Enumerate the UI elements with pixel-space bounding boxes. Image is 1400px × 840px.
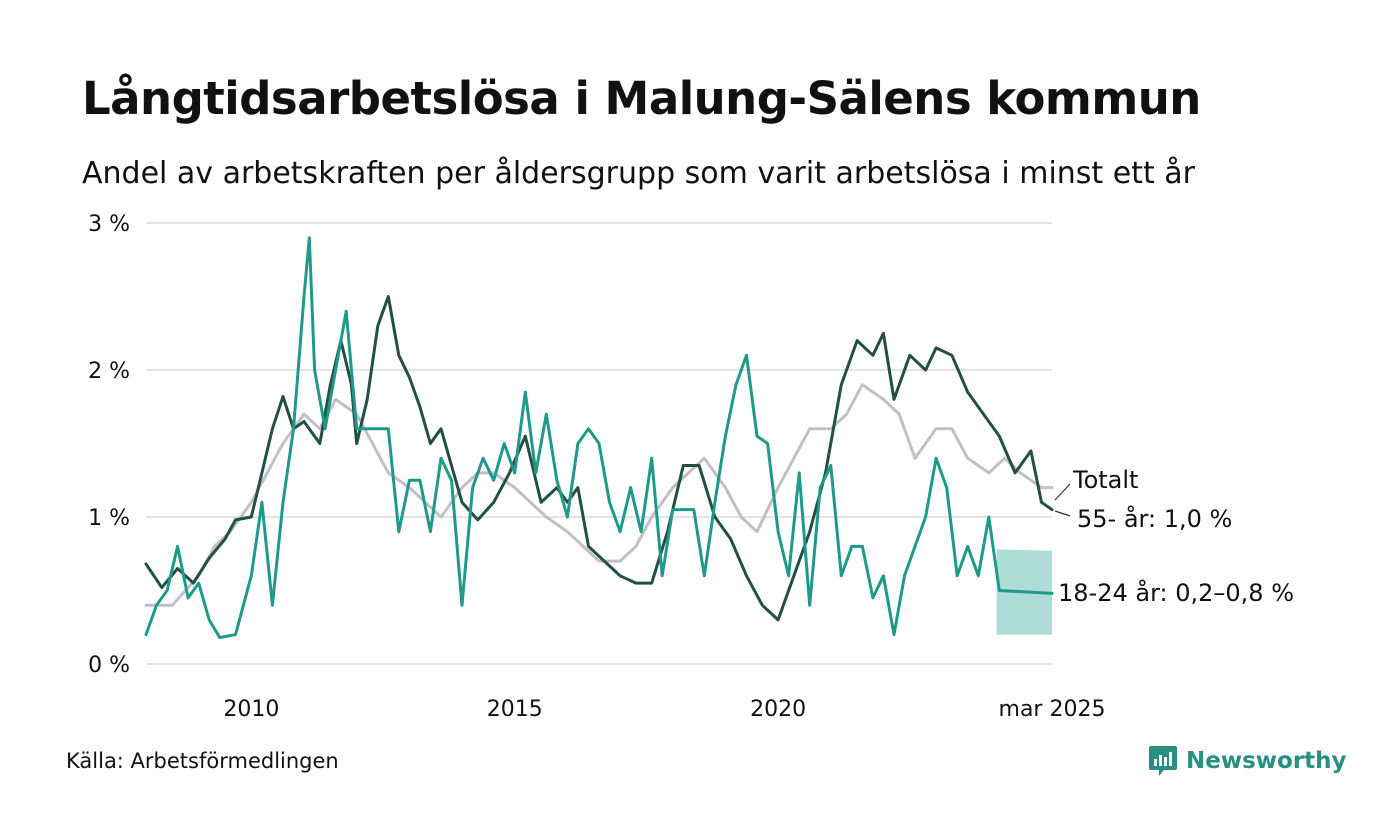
newsworthy-logo-icon (1149, 746, 1177, 776)
y-tick-label: 1 % (88, 506, 130, 531)
age55-leader-line (1054, 510, 1071, 517)
x-tick-label: 2015 (487, 697, 543, 722)
x-tick-label: 2020 (750, 697, 806, 722)
brand-name: Newsworthy (1186, 748, 1347, 774)
y-axis-ticks: 0 % 1 % 2 % 3 % (88, 212, 130, 678)
chart-title: Långtidsarbetslösa i Malung-Sälens kommu… (82, 72, 1201, 125)
series-lines (144, 236, 1054, 639)
chart-subtitle: Andel av arbetskraften per åldersgrupp s… (82, 156, 1195, 191)
y-tick-label: 0 % (88, 653, 130, 678)
y-tick-label: 2 % (88, 359, 130, 384)
series-line-totalt (144, 383, 1054, 607)
label-totalt: Totalt (1072, 466, 1138, 494)
x-axis-ticks: 2010 2015 2020 mar 2025 (223, 697, 1105, 722)
label-age1824: 18-24 år: 0,2–0,8 % (1058, 578, 1294, 607)
brand-logo: Newsworthy (1148, 744, 1347, 778)
grid-lines (146, 222, 1052, 665)
series-labels: Totalt 55- år: 1,0 % 18-24 år: 0,2–0,8 % (1054, 466, 1294, 607)
x-tick-label: mar 2025 (999, 697, 1106, 722)
y-tick-label: 3 % (88, 212, 130, 237)
x-tick-label: 2010 (223, 697, 279, 722)
label-age55: 55- år: 1,0 % (1077, 504, 1232, 533)
totalt-leader-line (1054, 483, 1071, 501)
source-note: Källa: Arbetsförmedlingen (66, 749, 339, 773)
series-line-age1824 (144, 236, 1054, 639)
